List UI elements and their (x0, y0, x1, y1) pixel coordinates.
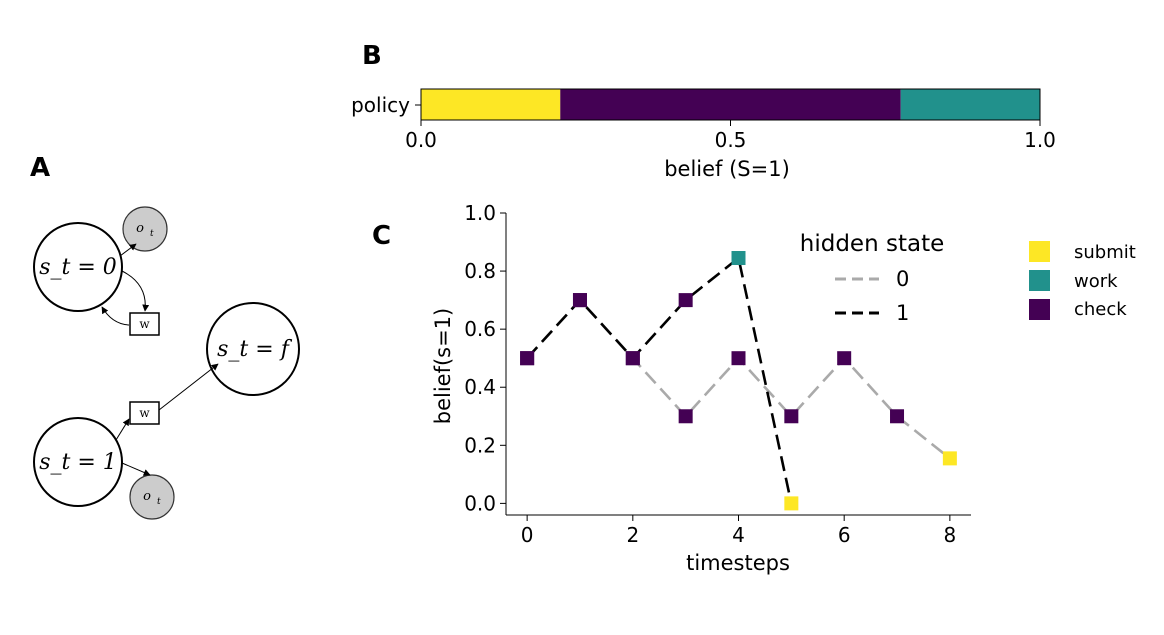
belief-y-tick-label: 0.0 (464, 491, 496, 515)
belief-marker-check (625, 351, 640, 366)
policy-segment-check (560, 89, 901, 120)
hidden-state-legend-label-0: 0 (896, 267, 909, 291)
belief-markers (520, 251, 957, 511)
policy-x-axis-label: belief (S=1) (664, 157, 790, 181)
observation-node-top-sub: t (150, 229, 154, 239)
observation-node-bottom (129, 474, 175, 520)
belief-marker-submit (942, 451, 957, 466)
policy-x-ticks: 0.0 0.5 1.0 (405, 120, 1056, 152)
action-box-top-label: w (139, 317, 150, 331)
belief-marker-work (731, 251, 746, 266)
observation-node-bottom-sub: t (157, 497, 161, 507)
belief-y-tick-label: 0.8 (464, 259, 496, 283)
policy-segments (421, 89, 1040, 120)
belief-line-hidden-1 (526, 255, 793, 504)
belief-x-tick-label: 4 (732, 523, 745, 547)
state-node-0-label: s_t = 0 (39, 255, 117, 280)
panel-label-c: C (372, 221, 391, 251)
edge-s1-to-box (115, 418, 130, 441)
action-legend-label-check: check (1074, 299, 1127, 320)
edge-s1-to-obs (121, 462, 151, 476)
state-node-1-label: s_t = 1 (39, 450, 117, 475)
belief-y-axis-label: belief(s=1) (431, 308, 455, 425)
edge-s0-to-obs (119, 243, 137, 257)
observation-node-top-label: o (136, 221, 144, 236)
belief-x-tick-label: 0 (521, 523, 534, 547)
policy-segment-work (900, 89, 1040, 120)
action-legend: submit work check (1029, 241, 1136, 320)
policy-x-tick-label: 1.0 (1024, 128, 1056, 152)
hidden-state-legend-label-1: 1 (896, 301, 909, 325)
belief-y-ticks: 0.0 0.2 0.4 0.6 0.8 1.0 (464, 201, 506, 515)
belief-marker-check (678, 409, 693, 424)
policy-x-tick-label: 0.5 (715, 128, 747, 152)
panel-label-b: B (362, 41, 382, 71)
panel-label-a: A (30, 153, 50, 183)
policy-x-tick-label: 0.0 (405, 128, 437, 152)
belief-y-tick-label: 0.2 (464, 433, 496, 457)
belief-marker-check (784, 409, 799, 424)
policy-category-label: policy (351, 93, 410, 117)
belief-y-tick-label: 0.4 (464, 375, 496, 399)
belief-marker-check (520, 351, 535, 366)
belief-x-axis-label: timesteps (686, 551, 790, 575)
observation-node-bottom-label: o (143, 489, 151, 504)
belief-line-hidden-0 (526, 298, 951, 460)
observation-node-top (122, 206, 168, 252)
belief-marker-check (731, 351, 746, 366)
belief-lines (526, 255, 951, 504)
belief-marker-check (572, 293, 587, 308)
action-legend-swatch-check (1029, 299, 1050, 320)
belief-x-ticks: 0 2 4 6 8 (521, 515, 956, 547)
belief-marker-check (837, 351, 852, 366)
hidden-state-legend: hidden state 0 1 (800, 231, 944, 325)
edge-box-to-sf (158, 363, 219, 411)
belief-x-tick-label: 2 (626, 523, 639, 547)
edge-box-to-s0 (101, 306, 130, 326)
state-node-0 (33, 222, 123, 312)
belief-x-tick-label: 8 (943, 523, 956, 547)
action-box-bottom-label: w (139, 406, 150, 420)
hidden-state-legend-title: hidden state (800, 231, 944, 257)
action-legend-label-submit: submit (1074, 242, 1136, 263)
action-legend-swatch-work (1029, 270, 1050, 291)
belief-y-tick-label: 1.0 (464, 201, 496, 225)
belief-marker-submit (784, 496, 799, 511)
belief-marker-check (678, 293, 693, 308)
state-node-1 (33, 417, 123, 507)
policy-chart: policy 0.0 0.5 1.0 belief (S=1) (351, 88, 1056, 181)
edge-s0-to-box (121, 270, 150, 312)
action-box-top (129, 312, 160, 336)
action-box-bottom (129, 401, 160, 425)
belief-y-tick-label: 0.6 (464, 317, 496, 341)
state-node-f-label: s_t = f (217, 337, 293, 362)
action-legend-swatch-submit (1029, 241, 1050, 262)
state-diagram: s_t = 0 s_t = 1 s_t = f o t o t w w (33, 206, 300, 520)
action-legend-label-work: work (1074, 271, 1118, 292)
belief-chart: 0.0 0.2 0.4 0.6 0.8 1.0 0 2 4 6 8 timesteps belie… (431, 201, 971, 575)
belief-marker-check (890, 409, 905, 424)
belief-x-tick-label: 6 (838, 523, 851, 547)
state-node-f (206, 302, 300, 396)
policy-segment-submit (421, 89, 561, 120)
